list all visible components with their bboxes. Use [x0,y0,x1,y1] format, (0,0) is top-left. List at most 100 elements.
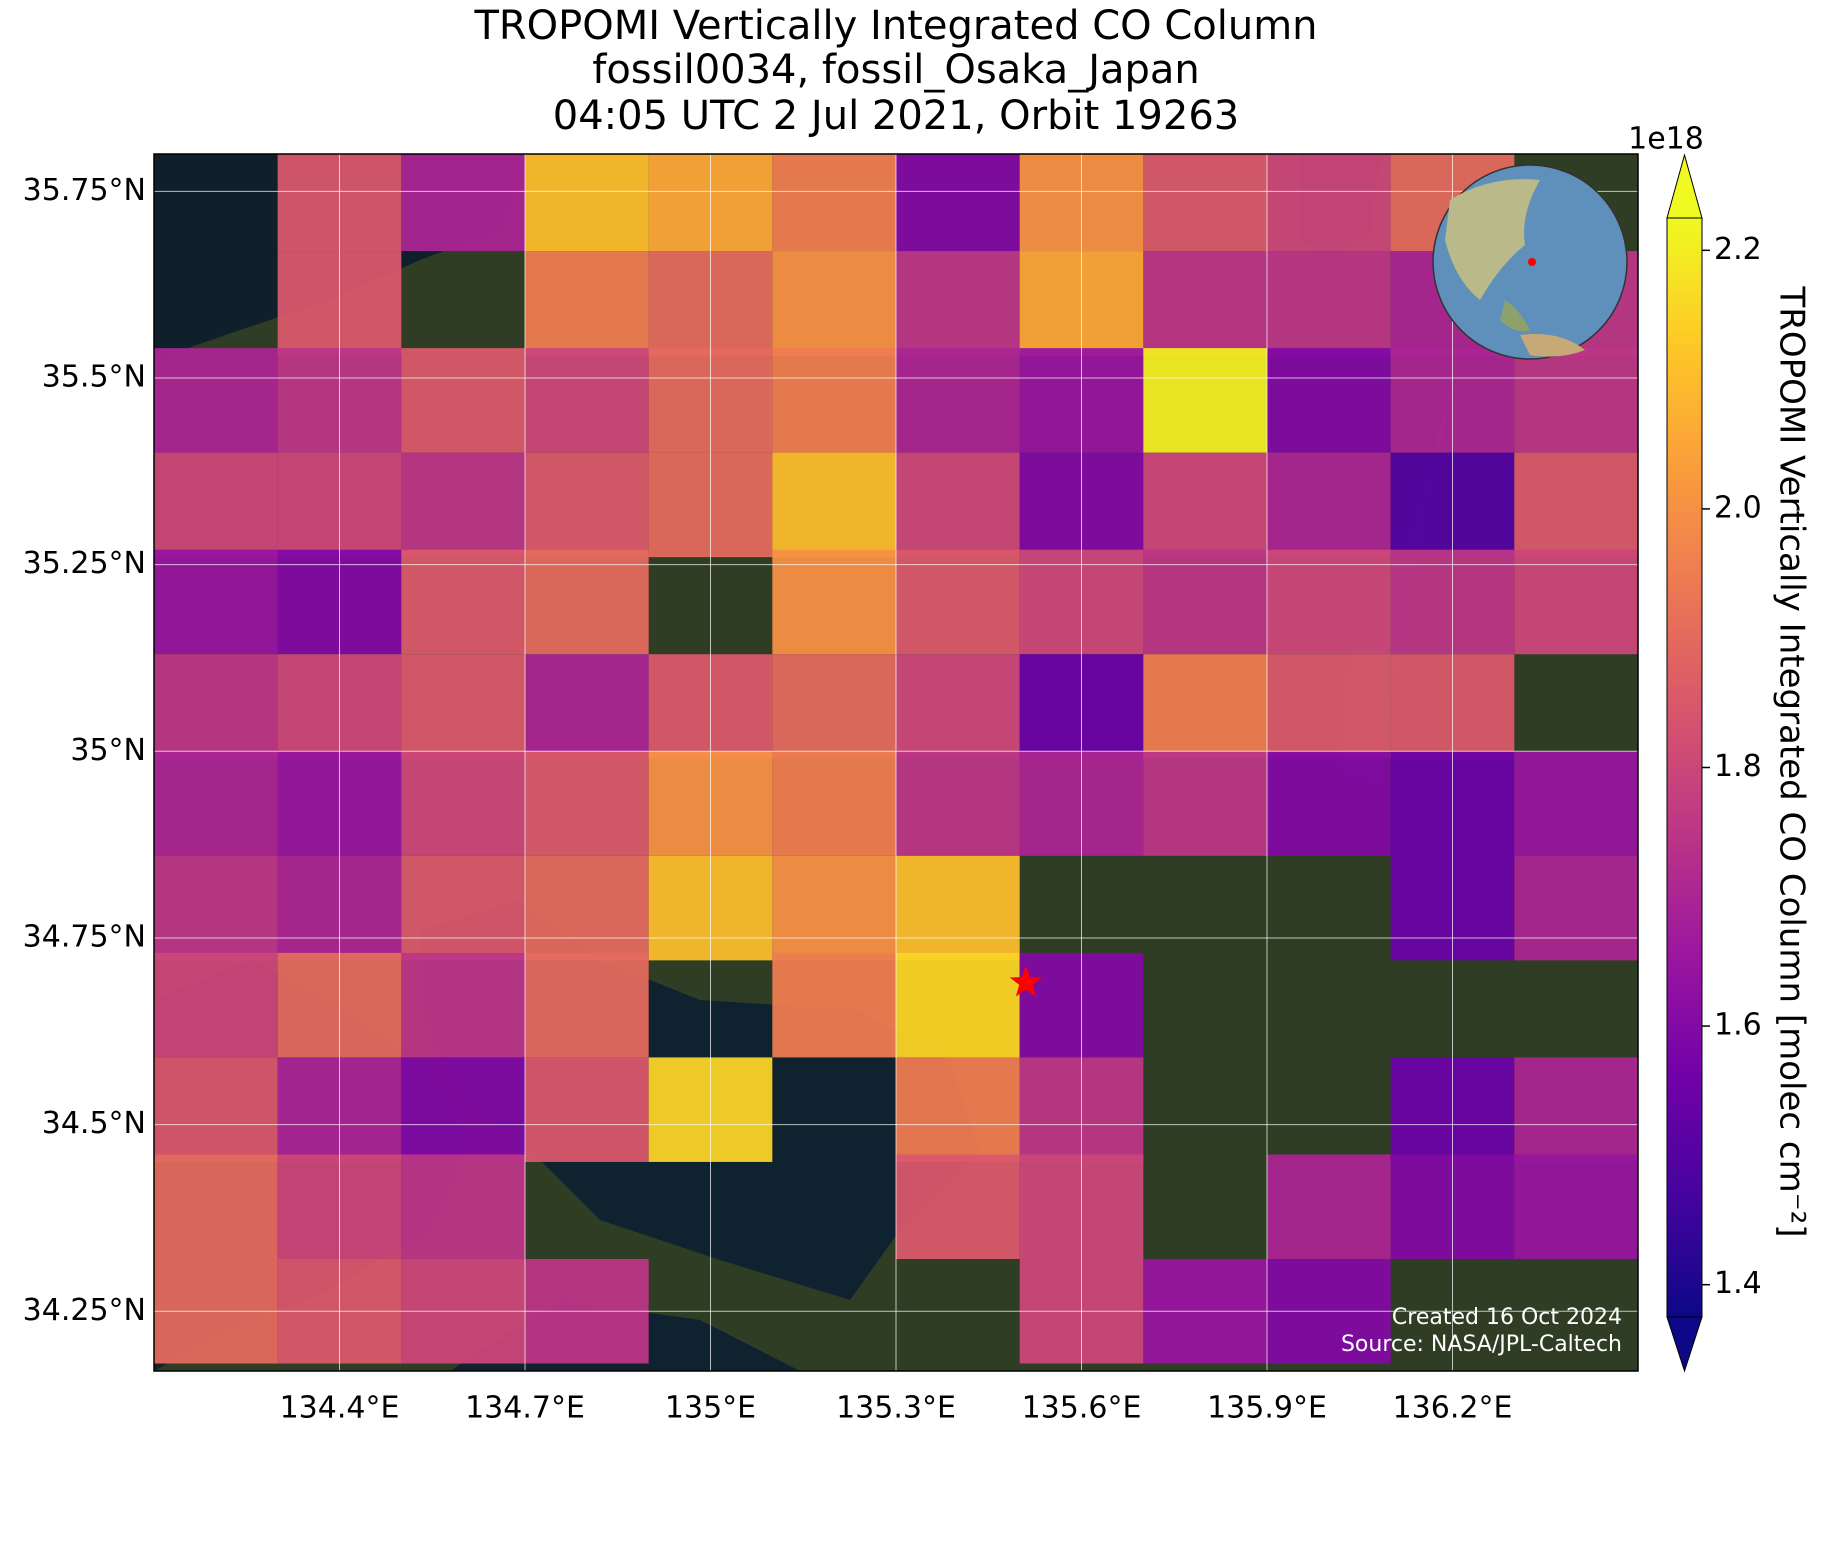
x-tick-label: 136.2°E [1393,1391,1513,1426]
co-cell [525,452,649,558]
co-cell [896,348,1020,453]
co-cell [772,654,896,759]
co-cell [401,154,525,252]
co-cell [154,654,278,759]
co-cell [401,452,525,558]
co-cell [1267,1154,1391,1260]
co-cell [896,1154,1020,1260]
co-cell [525,1057,649,1162]
co-cell [525,751,649,856]
colorbar-tick-label: 1.8 [1714,749,1762,784]
co-cell [525,952,649,1058]
co-cell [401,1057,525,1162]
co-cell [154,1057,278,1162]
co-cell [896,654,1020,759]
globe-land [1445,179,1540,300]
co-cell [772,452,896,558]
x-tick-label: 135.3°E [836,1391,956,1426]
co-cell [896,952,1020,1058]
chart-subtitle: fossil0034, fossil_Osaka_Japan [592,47,1200,93]
co-cell [1267,348,1391,453]
co-cell [525,348,649,453]
co-cell [154,452,278,558]
globe-site [1528,258,1536,266]
co-cell [401,751,525,856]
y-tick-label: 35.25°N [23,546,146,581]
co-cell [401,654,525,759]
co-cell [154,855,278,961]
co-cell [154,751,278,856]
colorbar-tick-label: 1.6 [1714,1008,1762,1043]
chart-subtitle: 04:05 UTC 2 Jul 2021, Orbit 19263 [553,93,1239,139]
co-cell [1267,251,1391,356]
co-cell [401,348,525,453]
annotation: Created 16 Oct 2024 [1392,1305,1622,1330]
co-cell [896,549,1020,655]
x-tick-label: 135.9°E [1207,1391,1327,1426]
co-cell [1267,154,1391,252]
chart-title: TROPOMI Vertically Integrated CO Column [473,3,1317,49]
colorbar-offset: 1e18 [1628,122,1704,157]
sea [154,154,200,260]
co-cell [772,751,896,856]
grid [154,154,1638,1371]
colorbar-extend [1666,1316,1703,1373]
co-cell [1514,549,1638,655]
co-cell [1143,549,1267,655]
site-marker [1009,965,1042,997]
co-cell [1267,452,1391,558]
co-cell [1514,348,1638,453]
colorbar-tick-label: 2.0 [1714,490,1762,525]
co-cell [401,549,525,655]
co-cell [154,952,278,1058]
co-cell [1143,348,1267,453]
co-cell [525,251,649,356]
co-cell [1143,251,1267,356]
co-cell [1514,1154,1638,1260]
x-tick-label: 135.6°E [1022,1391,1142,1426]
co-cell [1143,751,1267,856]
x-tick-label: 135°E [665,1391,756,1426]
co-cell [772,154,896,252]
co-cell [896,154,1020,252]
co-cell [154,1154,278,1260]
co-cell [772,251,896,356]
co-cell [1514,1057,1638,1162]
co-cell [401,952,525,1058]
co-cell [1514,855,1638,961]
globe-land [1500,300,1530,332]
co-cell [896,251,1020,356]
co-cell [1143,654,1267,759]
co-cell [896,1057,1020,1162]
colorbar-extend [1666,153,1703,219]
colorbar-tick-label: 1.4 [1714,1266,1762,1301]
map-frame [153,153,1639,1372]
x-tick-label: 134.7°E [465,1391,585,1426]
co-cell [401,1154,525,1260]
co-cell [1267,654,1391,759]
co-cell [525,855,649,961]
co-cell [154,549,278,655]
co-cell [772,549,896,655]
co-cell [772,952,896,1058]
co-cell [1267,751,1391,856]
basemap [154,154,1638,1371]
co-cell [1267,549,1391,655]
globe-land [1520,334,1585,357]
co-cell [525,549,649,655]
y-tick-label: 35°N [70,733,146,768]
co-cell [154,348,278,453]
y-tick-label: 34.25°N [23,1293,146,1328]
co-cell [1143,452,1267,558]
y-tick-label: 35.75°N [23,173,146,208]
co-cell [896,751,1020,856]
co-cell [772,855,896,961]
y-tick-label: 34.5°N [42,1106,146,1141]
co-cell [401,855,525,961]
y-tick-label: 35.5°N [42,359,146,394]
annotation: Source: NASA/JPL-Caltech [1341,1332,1622,1357]
x-tick-label: 134.4°E [280,1391,400,1426]
y-tick-label: 34.75°N [23,919,146,954]
